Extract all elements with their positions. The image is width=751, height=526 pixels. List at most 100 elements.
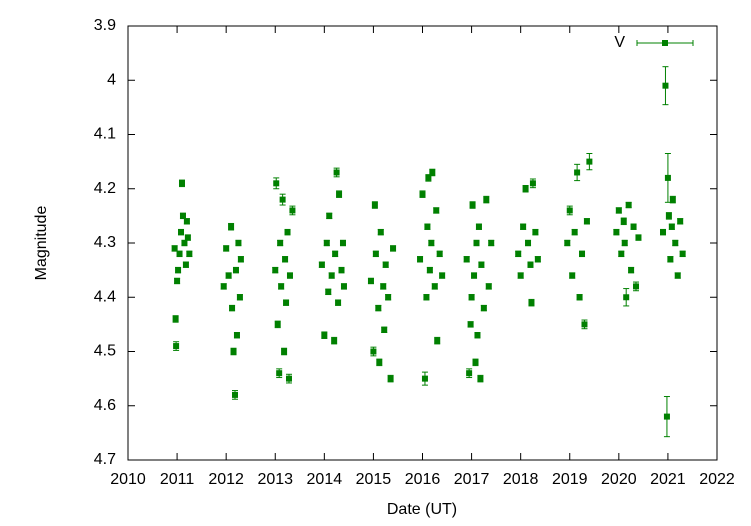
y-axis-label: Magnitude — [33, 206, 50, 281]
point — [332, 250, 339, 257]
point — [340, 283, 347, 290]
point — [382, 261, 389, 268]
point — [232, 267, 239, 274]
point — [339, 240, 346, 246]
x-tick-label: 2017 — [454, 471, 490, 488]
point — [375, 305, 382, 312]
point — [232, 391, 239, 398]
point — [172, 315, 179, 322]
x-tick-label: 2015 — [356, 471, 392, 488]
legend-marker — [662, 40, 668, 46]
point — [286, 272, 293, 279]
x-tick-label: 2022 — [699, 471, 735, 488]
point — [571, 229, 578, 236]
x-tick-label: 2013 — [257, 471, 293, 488]
point — [623, 294, 630, 301]
point — [229, 305, 236, 312]
point — [326, 212, 333, 219]
point — [488, 240, 495, 246]
y-tick-label: 4.4 — [94, 288, 116, 305]
point — [338, 267, 345, 274]
point — [466, 370, 473, 377]
point — [176, 250, 183, 257]
point — [237, 256, 244, 263]
point — [426, 267, 433, 274]
point — [179, 212, 186, 219]
point — [529, 180, 536, 187]
point — [220, 283, 227, 290]
point — [473, 240, 480, 246]
plot-frame — [127, 25, 718, 461]
point — [672, 240, 679, 246]
point — [534, 256, 541, 263]
legend-label: V — [614, 34, 625, 51]
point — [439, 272, 446, 279]
point — [233, 332, 240, 339]
point — [281, 348, 288, 355]
point — [171, 245, 178, 252]
point — [522, 185, 529, 192]
x-tick-label: 2019 — [552, 471, 588, 488]
point — [428, 240, 435, 246]
y-tick-label: 3.9 — [94, 17, 116, 34]
point — [574, 169, 581, 176]
point — [387, 375, 394, 382]
point — [277, 240, 284, 246]
x-tick-label: 2011 — [160, 471, 195, 488]
x-axis-label: Date (UT) — [387, 501, 457, 518]
point — [371, 202, 378, 209]
point — [278, 283, 285, 290]
point — [381, 326, 388, 333]
point — [579, 250, 586, 257]
point — [677, 218, 684, 225]
y-tick-label: 4 — [107, 71, 116, 88]
point — [417, 256, 424, 263]
point — [621, 240, 628, 246]
point — [436, 250, 443, 257]
point — [333, 169, 340, 176]
point — [279, 196, 286, 203]
point — [173, 343, 180, 350]
point — [380, 283, 387, 290]
point — [325, 288, 332, 295]
point — [525, 240, 532, 246]
point — [434, 337, 441, 344]
point — [390, 245, 397, 252]
point — [223, 245, 230, 252]
point — [377, 229, 384, 236]
point — [471, 272, 478, 279]
point — [483, 196, 490, 203]
point — [480, 305, 487, 312]
point — [175, 267, 182, 274]
point — [376, 359, 383, 366]
point — [517, 272, 524, 279]
point — [276, 370, 283, 377]
point — [385, 294, 392, 301]
y-tick-label: 4.1 — [94, 126, 116, 143]
point — [477, 375, 484, 382]
point — [228, 223, 235, 230]
point — [569, 272, 576, 279]
point — [668, 223, 675, 230]
y-tick-label: 4.6 — [94, 397, 116, 414]
point — [272, 267, 279, 274]
point — [478, 261, 485, 268]
point — [424, 223, 431, 230]
point — [667, 256, 674, 263]
x-tick-label: 2010 — [110, 471, 146, 488]
point — [283, 299, 290, 306]
point — [620, 218, 627, 225]
point — [576, 294, 583, 301]
point — [474, 332, 481, 339]
point — [423, 294, 430, 301]
point — [613, 229, 620, 236]
point — [527, 261, 534, 268]
point — [586, 158, 593, 165]
point — [431, 283, 438, 290]
point — [566, 207, 573, 214]
y-tick-label: 4.7 — [94, 451, 116, 468]
point — [468, 294, 475, 301]
point — [669, 196, 676, 203]
point — [370, 348, 377, 355]
